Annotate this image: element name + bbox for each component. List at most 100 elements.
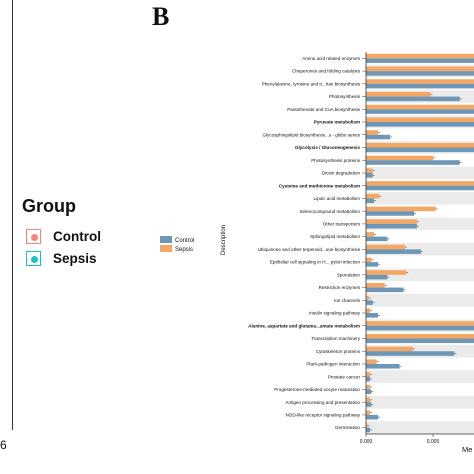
left-panel-frame-line (12, 0, 13, 430)
bar-control (366, 262, 379, 267)
bar-control (366, 300, 373, 305)
legend-label-control: Control (53, 228, 101, 244)
category-tick-label: Ubiquinone and other terpenoid...one bio… (258, 247, 361, 252)
bar-control (366, 402, 372, 407)
bar-control (366, 58, 474, 63)
bar-control (366, 338, 474, 344)
bar-control (366, 211, 415, 216)
category-tick-label: NOD-like receptor signaling pathway (285, 413, 360, 418)
category-tick-label: Glycolysis / Gluconeogenesis (295, 145, 361, 150)
bar-control (366, 147, 474, 153)
bar-sepsis (366, 346, 413, 352)
left-panel-tick-label: 6 (0, 438, 7, 452)
category-tick-label: Epithelial cell signaling in H... pylori… (270, 260, 361, 265)
legend-item-sepsis: Sepsis (26, 250, 97, 266)
category-tick-label: Photosynthesis proteins (311, 158, 360, 163)
bar-control (366, 287, 404, 293)
bar-control (366, 71, 474, 76)
bar-control (366, 376, 371, 382)
category-tick-label: Sphingolipid metabolism (310, 234, 360, 239)
category-tick-label: Pyruvate metabolism (314, 120, 360, 125)
category-tick-label: Ion channels (334, 298, 361, 303)
control-legend-key (26, 228, 41, 244)
category-tick-label: Restriction enzymes (319, 285, 361, 290)
bar-sepsis (366, 397, 371, 403)
control-dot-icon (31, 233, 38, 241)
bar-control (366, 427, 371, 433)
bar-control (366, 134, 391, 140)
category-tick-label: Cysteine and methionine metabolism (279, 183, 360, 188)
bar-sepsis (366, 270, 407, 275)
bar-sepsis (366, 91, 431, 97)
category-tick-label: Progesterone-mediated oocyte maturation (274, 387, 360, 392)
legend-swatch-control (160, 236, 172, 243)
bar-sepsis (366, 321, 474, 326)
category-tick-label: Lipoic acid metabolism (314, 196, 361, 201)
bar-control (366, 109, 474, 114)
category-tick-label: Pantothenate and CoA biosynthesis (287, 107, 360, 112)
category-tick-label: Chaperones and folding catalysts (292, 69, 361, 74)
bar-sepsis (366, 244, 405, 250)
bar-control (366, 96, 460, 102)
legend-label-sepsis: Sepsis (53, 250, 97, 266)
row-stripe (366, 421, 474, 434)
legend-label-sepsis: Sepsis (175, 247, 193, 253)
bar-sepsis (366, 117, 474, 123)
bar-control (366, 236, 388, 242)
row-stripe (366, 395, 474, 409)
bar-sepsis (366, 219, 417, 224)
bar-sepsis (366, 384, 371, 390)
x-tick-label: 0.005 (427, 439, 440, 445)
category-tick-label: Photosynthesis (329, 94, 361, 99)
bar-sepsis (366, 308, 371, 314)
sepsis-legend-key (26, 250, 41, 266)
bar-control (366, 249, 421, 254)
category-tick-label: Germination (335, 425, 360, 430)
category-tick-label: Antigen processing and presentation (285, 400, 360, 405)
bar-control (366, 325, 474, 331)
category-tick-label: Prostate cancer (328, 374, 361, 379)
y-axis-label: Description (221, 225, 227, 255)
bar-sepsis (366, 142, 474, 148)
legend-label-control: Control (175, 238, 194, 244)
bar-control (366, 198, 375, 204)
bar-control (366, 363, 400, 369)
bar-sepsis (366, 206, 436, 212)
bar-control (366, 274, 388, 280)
sepsis-dot-icon (31, 255, 38, 263)
bar-sepsis (366, 359, 377, 364)
legend-item-control: Control (26, 228, 101, 244)
bar-sepsis (366, 295, 369, 301)
category-tick-label: Transcription machinery (311, 336, 361, 341)
row-stripe (366, 166, 474, 180)
row-stripe (366, 255, 474, 269)
x-axis-label: Me (462, 445, 472, 454)
bar-control (366, 313, 379, 318)
x-tick-label: 0.000 (360, 439, 373, 445)
legend-swatch-sepsis (160, 245, 172, 252)
category-tick-label: Alanine, aspartate and glutama...amate m… (248, 323, 360, 328)
bar-control (366, 172, 373, 178)
category-tick-label: Glycosphingolipid biosynthesis...s - glo… (262, 132, 360, 137)
bar-control (366, 122, 474, 127)
bar-sepsis (366, 181, 474, 186)
bar-control (366, 160, 460, 165)
bar-sepsis (366, 53, 474, 59)
bar-sepsis (366, 372, 371, 377)
row-stripe (366, 370, 474, 384)
category-tick-label: Plant-pathogen interaction (306, 362, 360, 367)
row-stripe (366, 306, 474, 320)
row-stripe (366, 230, 474, 243)
bar-control (366, 83, 474, 89)
category-tick-label: Selenocompound metabolism (299, 209, 360, 214)
category-tick-label: Sporulation (337, 272, 361, 277)
bar-sepsis (366, 155, 433, 161)
row-stripe (366, 192, 474, 205)
category-tick-label: Dioxin degradation (322, 171, 361, 176)
bar-control (366, 351, 455, 356)
group-legend-title: Group (22, 196, 76, 216)
row-stripe (366, 408, 474, 422)
category-tick-label: Cytoskeleton proteins (316, 349, 361, 354)
